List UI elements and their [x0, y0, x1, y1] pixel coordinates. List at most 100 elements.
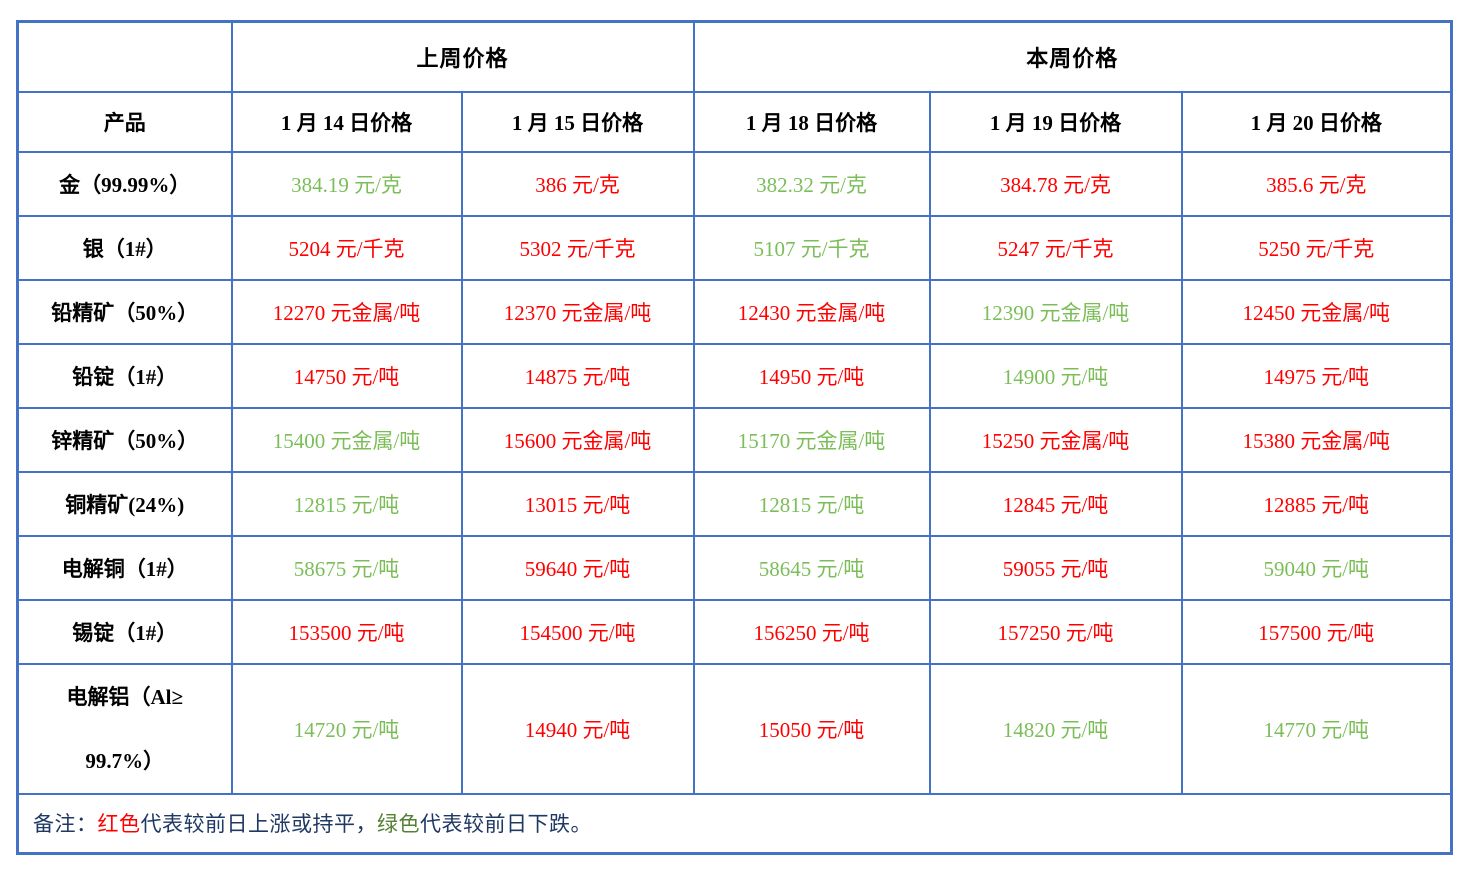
price-cell: 14975 元/吨: [1180, 342, 1453, 409]
price-value-down: 15170 元金属/吨: [737, 428, 886, 453]
price-cell: 14770 元/吨: [1180, 662, 1453, 795]
price-value-up: 14875 元/吨: [524, 364, 631, 389]
price-cell: 14950 元/吨: [692, 342, 931, 409]
price-cell: 15400 元金属/吨: [230, 406, 463, 473]
price-value-up: 13015 元/吨: [524, 492, 631, 517]
price-value-up: 157500 元/吨: [1258, 620, 1375, 645]
price-cell: 5250 元/千克: [1180, 214, 1453, 281]
price-row: 电解铝（Al≥ 99.7%） 14720 元/吨 14940 元/吨 15050 元/吨…: [16, 662, 1453, 795]
price-row: 金（99.99%） 384.19 元/克 386 元/克 382.32 元/克 384.…: [16, 150, 1453, 217]
price-cell: 12450 元金属/吨: [1180, 278, 1453, 345]
price-value-up: 15380 元金属/吨: [1242, 428, 1391, 453]
price-value-up: 15250 元金属/吨: [981, 428, 1130, 453]
price-cell: 386 元/克: [460, 150, 695, 217]
week-group-header-row: 上周价格 本周价格: [16, 20, 1453, 93]
price-cell: 12815 元/吨: [230, 470, 463, 537]
price-value-up: 12370 元金属/吨: [503, 300, 652, 325]
price-value-up: 14975 元/吨: [1263, 364, 1370, 389]
price-cell: 59640 元/吨: [460, 534, 695, 601]
price-row: 银（1#） 5204 元/千克 5302 元/千克 5107 元/千克 5247 元/千…: [16, 214, 1453, 281]
price-cell: 14940 元/吨: [460, 662, 695, 795]
price-value-up: 12270 元金属/吨: [272, 300, 421, 325]
price-cell: 384.78 元/克: [928, 150, 1183, 217]
price-cell: 156250 元/吨: [692, 598, 931, 665]
price-cell: 59055 元/吨: [928, 534, 1183, 601]
price-cell: 384.19 元/克: [230, 150, 463, 217]
this-week-header: 本周价格: [692, 20, 1453, 93]
date-header-jan15: 1 月 15 日价格: [460, 90, 695, 153]
note-red-desc: 代表较前日上涨或持平，: [140, 812, 377, 837]
price-value-up: 157250 元/吨: [997, 620, 1114, 645]
note-green-label: 绿色: [377, 812, 420, 837]
date-header-row: 产品 1 月 14 日价格 1 月 15 日价格 1 月 18 日价格 1 月 …: [16, 90, 1453, 153]
price-cell: 5302 元/千克: [460, 214, 695, 281]
price-cell: 12815 元/吨: [692, 470, 931, 537]
price-value-up: 385.6 元/克: [1266, 172, 1367, 197]
price-value-up: 5204 元/千克: [288, 236, 405, 261]
price-cell: 5204 元/千克: [230, 214, 463, 281]
price-cell: 153500 元/吨: [230, 598, 463, 665]
date-header-jan20: 1 月 20 日价格: [1180, 90, 1453, 153]
price-value-down: 12815 元/吨: [758, 492, 865, 517]
product-cell: 电解铝（Al≥ 99.7%）: [16, 662, 233, 795]
price-value-down: 5107 元/千克: [753, 236, 870, 261]
price-value-down: 58675 元/吨: [293, 556, 400, 581]
product-cell: 铜精矿(24%): [16, 470, 233, 537]
product-column-header: 产品: [16, 90, 233, 153]
price-value-up: 12430 元金属/吨: [737, 300, 886, 325]
price-cell: 14720 元/吨: [230, 662, 463, 795]
price-value-down: 15400 元金属/吨: [272, 428, 421, 453]
price-cell: 58645 元/吨: [692, 534, 931, 601]
price-row: 铜精矿(24%) 12815 元/吨 13015 元/吨 12815 元/吨 12845…: [16, 470, 1453, 537]
price-row: 铅精矿（50%） 12270 元金属/吨 12370 元金属/吨 12430 元金属/…: [16, 278, 1453, 345]
price-cell: 14750 元/吨: [230, 342, 463, 409]
price-value-up: 14750 元/吨: [293, 364, 400, 389]
price-cell: 14875 元/吨: [460, 342, 695, 409]
price-value-down: 14720 元/吨: [293, 717, 400, 742]
price-value-down: 14770 元/吨: [1263, 717, 1370, 742]
price-cell: 382.32 元/克: [692, 150, 931, 217]
date-header-jan14: 1 月 14 日价格: [230, 90, 463, 153]
price-value-down: 14820 元/吨: [1002, 717, 1109, 742]
price-row: 锡锭（1#） 153500 元/吨 154500 元/吨 156250 元/吨 1572…: [16, 598, 1453, 665]
note-green-desc: 代表较前日下跌。: [420, 812, 592, 837]
date-header-jan19: 1 月 19 日价格: [928, 90, 1183, 153]
price-cell: 15050 元/吨: [692, 662, 931, 795]
price-cell: 5247 元/千克: [928, 214, 1183, 281]
price-cell: 154500 元/吨: [460, 598, 695, 665]
price-value-up: 5302 元/千克: [519, 236, 636, 261]
price-value-up: 384.78 元/克: [1000, 172, 1111, 197]
date-header-jan18: 1 月 18 日价格: [692, 90, 931, 153]
product-cell: 铅锭（1#）: [16, 342, 233, 409]
price-value-down: 59040 元/吨: [1263, 556, 1370, 581]
price-cell: 15250 元金属/吨: [928, 406, 1183, 473]
price-rows-body: 金（99.99%） 384.19 元/克 386 元/克 382.32 元/克 384.…: [16, 150, 1453, 795]
price-value-up: 12450 元金属/吨: [1242, 300, 1391, 325]
product-cell: 锡锭（1#）: [16, 598, 233, 665]
note-red-label: 红色: [97, 812, 141, 837]
price-cell: 58675 元/吨: [230, 534, 463, 601]
product-cell: 金（99.99%）: [16, 150, 233, 217]
note-cell: 备注：红色代表较前日上涨或持平，绿色代表较前日下跌。: [16, 792, 1453, 855]
price-cell: 12270 元金属/吨: [230, 278, 463, 345]
price-value-down: 14900 元/吨: [1002, 364, 1109, 389]
last-week-header: 上周价格: [230, 20, 695, 93]
price-value-up: 153500 元/吨: [288, 620, 405, 645]
product-cell: 铅精矿（50%）: [16, 278, 233, 345]
price-cell: 157250 元/吨: [928, 598, 1183, 665]
note-row: 备注：红色代表较前日上涨或持平，绿色代表较前日下跌。: [16, 792, 1453, 855]
product-cell: 锌精矿（50%）: [16, 406, 233, 473]
price-value-up: 59640 元/吨: [524, 556, 631, 581]
price-cell: 12370 元金属/吨: [460, 278, 695, 345]
price-value-up: 12845 元/吨: [1002, 492, 1109, 517]
price-value-down: 384.19 元/克: [291, 172, 402, 197]
corner-cell: [16, 20, 233, 93]
price-value-up: 5250 元/千克: [1258, 236, 1375, 261]
price-value-up: 156250 元/吨: [753, 620, 870, 645]
price-cell: 14900 元/吨: [928, 342, 1183, 409]
price-value-up: 5247 元/千克: [997, 236, 1114, 261]
price-value-up: 154500 元/吨: [519, 620, 636, 645]
product-cell: 电解铜（1#）: [16, 534, 233, 601]
price-value-down: 12815 元/吨: [293, 492, 400, 517]
